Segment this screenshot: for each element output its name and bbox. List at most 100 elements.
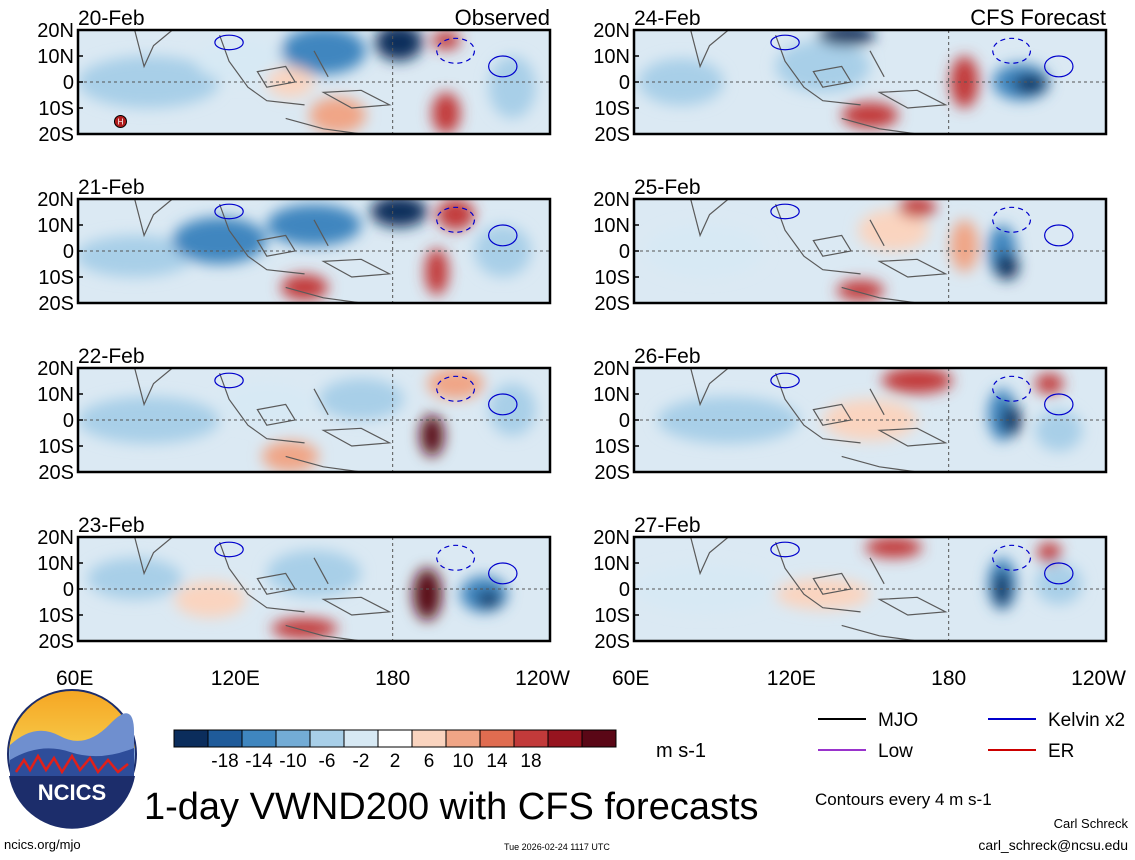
anomaly-blob	[836, 280, 885, 301]
coastlines	[134, 368, 392, 472]
lat-tick-label: 0	[619, 410, 630, 432]
lat-tick-label: 10N	[593, 46, 630, 68]
anomaly-field	[634, 30, 1106, 134]
timestamp: Tue 2026-02-24 1117 UTC	[504, 842, 610, 852]
anomaly-blob	[858, 209, 929, 251]
colorbar-swatch	[275, 729, 311, 748]
anomaly-blob	[432, 92, 461, 134]
anomaly-blob	[280, 274, 329, 301]
units-label: m s-1	[656, 740, 706, 762]
lat-tick-label: 0	[63, 241, 74, 263]
anomaly-blob	[266, 204, 362, 246]
lon-tick-label: 120W	[515, 667, 570, 690]
colorbar-swatch	[377, 729, 413, 748]
longitude-axes: 60E 120E 180 120W 60E 120E 180 120W	[56, 667, 1126, 690]
anomaly-blob	[219, 383, 314, 426]
legend-label: ER	[1048, 741, 1074, 762]
author: Carl Schreck	[1053, 816, 1128, 831]
panel-date-label: 23-Feb	[78, 514, 145, 537]
lat-tick-label: 10N	[37, 384, 74, 406]
anomaly-blob	[375, 30, 423, 61]
colorbar-swatch	[445, 729, 481, 748]
lat-tick-label: 20S	[38, 293, 74, 315]
colorbar-swatch	[241, 729, 277, 748]
colorbar-label: -14	[245, 751, 273, 772]
anomaly-blob	[488, 383, 536, 436]
colorbar-swatch	[581, 729, 617, 748]
anomaly-blob	[427, 368, 484, 400]
coastlines	[134, 30, 392, 134]
anomaly-blob	[638, 58, 724, 106]
colorbar-label: 6	[424, 751, 435, 772]
colorbar-swatch	[513, 729, 549, 748]
panel-date-label: 26-Feb	[634, 345, 701, 368]
lat-tick-label: 20N	[37, 527, 74, 549]
colorbar-label: 2	[390, 751, 401, 772]
lat-tick-label: 0	[619, 72, 630, 94]
lon-tick-label: 120E	[211, 667, 260, 690]
colorbar-swatch	[547, 729, 583, 748]
lat-tick-label: 20S	[594, 124, 630, 146]
lon-tick-label: 60E	[56, 667, 93, 690]
lat-tick-label: 10N	[593, 215, 630, 237]
panel-date-label: 21-Feb	[78, 176, 145, 199]
anomaly-blob	[634, 565, 776, 613]
anomaly-blob	[370, 199, 428, 228]
anomaly-blob	[898, 199, 937, 218]
h-marker	[113, 115, 127, 129]
anomaly-blob	[775, 40, 870, 93]
kelvin-contours	[770, 203, 1074, 247]
legend: MJO Kelvin x2 Low ER	[818, 710, 1125, 762]
anomaly-blob	[818, 30, 875, 46]
anomaly-blob	[196, 40, 291, 82]
lat-tick-label: 0	[63, 410, 74, 432]
anomaly-blob	[266, 550, 362, 597]
lat-tick-label: 0	[619, 579, 630, 601]
lon-tick-label: 120W	[1071, 667, 1126, 690]
lat-tick-label: 20S	[38, 124, 74, 146]
colorbar-label: 10	[452, 751, 473, 772]
lat-tick-label: 10S	[594, 605, 630, 627]
anomaly-blob	[87, 557, 182, 600]
anomaly-blob	[413, 568, 442, 621]
anomaly-blob	[1002, 404, 1022, 436]
h-marker-label: H	[118, 118, 124, 127]
panel-date-label: 22-Feb	[78, 345, 145, 368]
colorbar-swatch	[309, 729, 345, 748]
colorbar-swatch	[207, 729, 243, 748]
site-link[interactable]: ncics.org/mjo	[4, 837, 81, 852]
kelvin-contours	[770, 34, 1074, 78]
colorbar-label: -18	[211, 751, 238, 772]
lat-tick-label: 10N	[593, 553, 630, 575]
panel-date-label: 27-Feb	[634, 514, 701, 537]
lat-tick-label: 20N	[37, 189, 74, 211]
lat-tick-label: 20S	[594, 462, 630, 484]
lon-tick-label: 180	[375, 667, 410, 690]
anomaly-field	[78, 537, 550, 641]
anomaly-blob	[280, 30, 366, 75]
kelvin-contours	[770, 541, 1074, 585]
lat-tick-label: 20N	[37, 358, 74, 380]
panel-date-label: 20-Feb	[78, 7, 145, 30]
lat-tick-label: 10N	[37, 553, 74, 575]
colorbar-swatch	[343, 729, 379, 748]
anomaly-field	[78, 199, 550, 303]
column-title: CFS Forecast	[970, 5, 1106, 30]
column-title: Observed	[455, 5, 550, 30]
anomaly-blob	[420, 414, 444, 457]
author-email[interactable]: carl_schreck@ncsu.edu	[978, 837, 1128, 853]
ncics-logo: NCICS	[7, 689, 137, 829]
anomaly-blob	[1035, 373, 1064, 394]
lat-tick-label: 20S	[38, 462, 74, 484]
anomaly-blob	[78, 235, 194, 277]
kelvin-contours	[214, 541, 518, 585]
legend-label: Kelvin x2	[1048, 710, 1125, 731]
anomaly-blob	[318, 378, 404, 421]
anomaly-blob	[172, 217, 267, 264]
lat-tick-label: 20N	[593, 358, 630, 380]
colorbar-label: 18	[520, 751, 541, 772]
